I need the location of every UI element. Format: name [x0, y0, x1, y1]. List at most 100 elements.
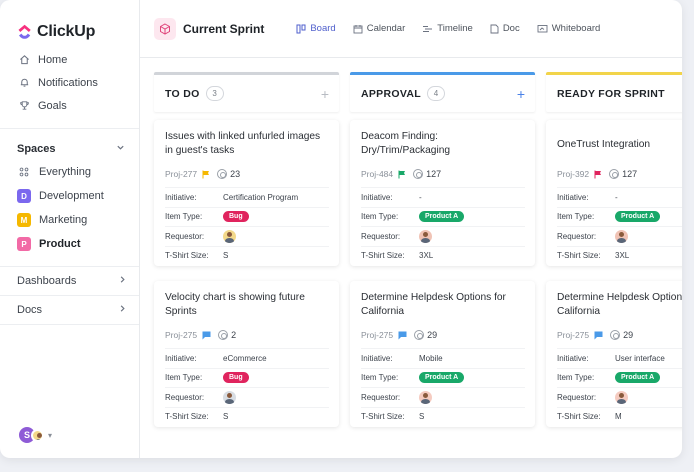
tab-calendar[interactable]: Calendar [353, 23, 405, 34]
home-icon [17, 53, 31, 67]
tab-timeline[interactable]: Timeline [422, 23, 473, 34]
field-value: - [615, 192, 618, 202]
field-tshirt-size: T-Shirt Size: S [361, 406, 525, 427]
header-bar: Current Sprint Board Calendar Timeline D… [140, 0, 682, 58]
sprint-points: 29 [610, 330, 633, 340]
space-product-label: Product [39, 238, 81, 250]
task-card[interactable]: Determine Helpdesk Options for Californi… [546, 281, 682, 427]
requestor-avatar[interactable] [223, 229, 236, 243]
sidebar-docs[interactable]: Docs [0, 295, 139, 324]
item-type-tag[interactable]: Bug [223, 372, 249, 384]
space-marketing[interactable]: M Marketing [0, 208, 139, 232]
nav-goals-label: Goals [38, 99, 67, 112]
field-tshirt-size: T-Shirt Size: M [557, 406, 682, 427]
task-id: Proj-275 [165, 330, 198, 340]
column-header: READY FOR SPRINT [546, 72, 682, 112]
logo[interactable]: ClickUp [0, 0, 139, 44]
field-label: Item Type: [361, 212, 399, 222]
task-title: Velocity chart is showing future Sprints [165, 292, 305, 317]
task-card[interactable]: Issues with linked unfurled images in gu… [154, 120, 339, 266]
field-requestor: Requestor: [557, 387, 682, 407]
nav-notifications-label: Notifications [38, 76, 98, 89]
space-badge-marketing: M [17, 213, 31, 227]
nav-home[interactable]: Home [0, 48, 139, 71]
flag-icon [398, 170, 406, 179]
item-type-tag[interactable]: Product A [419, 372, 465, 384]
item-type-tag[interactable]: Product A [615, 372, 661, 384]
field-item-type: Item Type: Bug [165, 367, 329, 388]
nav-home-label: Home [38, 53, 68, 66]
add-task-button[interactable]: + [320, 85, 329, 102]
chevron-down-icon: ▾ [48, 430, 53, 440]
comment-icon [594, 331, 603, 340]
points-icon [217, 169, 228, 179]
task-card[interactable]: OneTrust Integration Proj-392 127 Initia… [546, 120, 682, 266]
dashboards-label: Dashboards [17, 275, 77, 287]
space-everything-label: Everything [39, 166, 91, 178]
spaces-label: Spaces [17, 142, 56, 155]
sidebar-dashboards[interactable]: Dashboards [0, 266, 139, 295]
nav-goals[interactable]: Goals [0, 94, 139, 117]
spaces-header[interactable]: Spaces [0, 128, 139, 160]
task-card[interactable]: Determine Helpdesk Options for Californi… [350, 281, 535, 427]
field-requestor: Requestor: [361, 226, 525, 246]
trophy-icon [17, 99, 31, 113]
nav-notifications[interactable]: Notifications [0, 71, 139, 94]
field-label: Requestor: [361, 392, 401, 402]
grid-dots-icon [17, 165, 31, 179]
field-label: Item Type: [557, 373, 595, 383]
chevron-down-icon [116, 143, 125, 155]
space-product[interactable]: P Product [0, 232, 139, 256]
space-development[interactable]: D Development [0, 184, 139, 208]
tab-doc-label: Doc [502, 23, 520, 34]
field-label: Initiative: [361, 192, 393, 202]
add-task-button[interactable]: + [516, 85, 525, 102]
item-type-tag[interactable]: Product A [419, 211, 465, 223]
cube-icon [154, 17, 176, 40]
requestor-avatar[interactable] [223, 390, 236, 404]
requestor-avatar[interactable] [419, 229, 432, 243]
sprint-points: 127 [413, 169, 441, 179]
requestor-avatar[interactable] [615, 390, 628, 404]
tab-doc[interactable]: Doc [490, 23, 520, 34]
calendar-icon [353, 24, 363, 34]
task-meta: Proj-275 29 [361, 328, 525, 342]
tab-board[interactable]: Board [296, 23, 336, 34]
sprint-points: 29 [414, 330, 437, 340]
item-type-tag[interactable]: Product A [615, 211, 661, 223]
requestor-avatar[interactable] [419, 390, 432, 404]
teammate-avatar [31, 428, 44, 442]
requestor-avatar[interactable] [615, 229, 628, 243]
field-value: - [419, 192, 422, 202]
space-development-label: Development [39, 190, 104, 202]
space-everything[interactable]: Everything [0, 160, 139, 184]
flag-icon [202, 170, 210, 179]
field-item-type: Item Type: Product A [361, 367, 525, 388]
doc-icon [490, 24, 499, 34]
task-card[interactable]: Velocity chart is showing future Sprints… [154, 281, 339, 427]
tab-whiteboard[interactable]: Whiteboard [537, 23, 600, 34]
item-type-tag[interactable]: Bug [223, 211, 249, 223]
comment-icon [202, 331, 211, 340]
field-label: Item Type: [557, 212, 595, 222]
main-content: Current Sprint Board Calendar Timeline D… [140, 0, 682, 458]
field-value: Mobile [419, 353, 443, 363]
field-tshirt-size: T-Shirt Size: 3XL [361, 245, 525, 266]
field-value: Certification Program [223, 192, 299, 202]
space-marketing-label: Marketing [39, 214, 88, 226]
task-title: OneTrust Integration [557, 139, 651, 150]
flag-icon [594, 170, 602, 179]
user-menu[interactable]: S ▾ [17, 425, 52, 445]
field-label: Requestor: [557, 392, 597, 402]
field-initiative: Initiative: Mobile [361, 348, 525, 368]
field-value: 3XL [615, 251, 630, 261]
field-value: M [615, 412, 622, 422]
points-value: 2 [231, 330, 237, 340]
task-meta: Proj-275 2 [165, 328, 329, 342]
task-card[interactable]: Deacom Finding: Dry/Trim/Packaging Proj-… [350, 120, 535, 266]
field-label: Item Type: [165, 212, 203, 222]
field-initiative: Initiative: Certification Program [165, 187, 329, 207]
field-initiative: Initiative: - [361, 187, 525, 207]
field-requestor: Requestor: [165, 226, 329, 246]
bell-icon [17, 76, 31, 90]
